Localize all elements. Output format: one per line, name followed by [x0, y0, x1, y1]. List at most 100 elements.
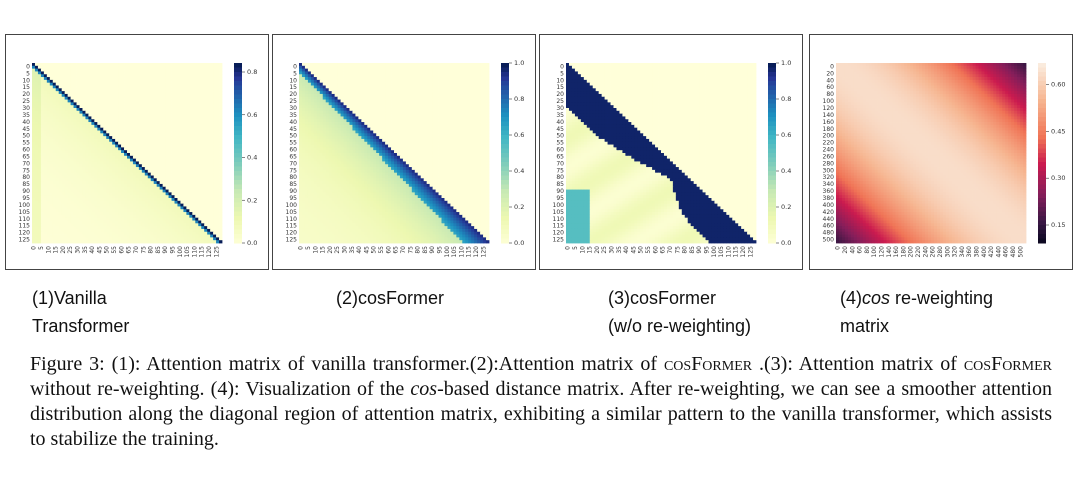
col-tick-label: 80 — [415, 246, 422, 254]
row-tick-label: 100 — [553, 202, 565, 209]
row-tick-label: 60 — [22, 147, 30, 154]
row-tick-label: 105 — [19, 209, 31, 216]
row-tick-label: 25 — [289, 98, 297, 105]
col-tick-label: 420 — [988, 246, 995, 258]
colorbar-tick-label: 0.2 — [247, 196, 257, 204]
col-tick-label: 120 — [473, 246, 480, 258]
col-tick-label: 300 — [944, 246, 951, 258]
row-tick-label: 40 — [289, 119, 297, 126]
col-tick-label: 60 — [652, 246, 659, 254]
col-tick-label: 60 — [385, 246, 392, 254]
row-tick-label: 125 — [19, 237, 31, 244]
col-tick-label: 35 — [82, 246, 89, 254]
row-tick-label: 320 — [823, 174, 835, 181]
row-tick-label: 0 — [26, 63, 30, 70]
heatmap-panel-cosformer: 0 5 10 15 20 25 30 35 40 45 50 55 60 65 70 75 80 85 90 95 10… — [272, 34, 536, 270]
row-tick-label: 0 — [560, 63, 564, 70]
col-tick-label: 125 — [213, 246, 220, 258]
col-tick-label: 65 — [126, 246, 133, 254]
col-tick-label: 95 — [170, 246, 177, 254]
row-tick-label: 5 — [560, 70, 564, 77]
col-tick-label: 15 — [587, 246, 594, 254]
row-tick-label: 260 — [823, 153, 835, 160]
heatmap-vanilla-svg: 0510152025303540455055606570758085909510… — [19, 63, 257, 258]
col-tick-label: 460 — [1003, 246, 1010, 258]
heatmap-cos-matrix-svg: 0204060801001201401601802002202402602803… — [823, 63, 1065, 258]
row-tick-label: 300 — [823, 167, 835, 174]
col-tick-label: 25 — [601, 246, 608, 254]
col-tick-label: 10 — [579, 246, 586, 254]
caption-part-3: without re-weighting. (4): Visualization… — [30, 378, 411, 400]
col-tick-label: 65 — [393, 246, 400, 254]
colorbar-tick-label: 1.0 — [781, 59, 791, 67]
col-tick-label: 75 — [674, 246, 681, 254]
row-tick-label: 85 — [556, 181, 564, 188]
col-tick-label: 380 — [974, 246, 981, 258]
subcaption-2-line1: (2)cosFormer — [336, 288, 445, 308]
row-tick-label: 60 — [826, 84, 834, 91]
row-tick-label: 125 — [286, 237, 298, 244]
subcaption-3-line2: (w/o re-weighting) — [608, 316, 752, 336]
col-tick-label: 40 — [356, 246, 363, 254]
col-tick-label: 40 — [89, 246, 96, 254]
colorbar-tick-label: 0.8 — [781, 95, 791, 103]
colorbar-tick-label: 0.0 — [514, 239, 524, 247]
row-tick-label: 55 — [22, 140, 30, 147]
row-tick-label: 45 — [289, 126, 297, 133]
subcaption-4-rest: re-weighting — [890, 288, 994, 308]
col-tick-label: 90 — [162, 246, 169, 254]
row-tick-label: 115 — [19, 223, 31, 230]
col-tick-label: 100 — [871, 246, 878, 258]
subcaption-3: (3)cosFormer (w/o re-weighting) — [608, 284, 751, 340]
col-tick-label: 105 — [451, 246, 458, 258]
row-tick-label: 95 — [556, 195, 564, 202]
subcaption-4-line1: (4)cos re-weighting — [840, 284, 993, 312]
heatmap-cells — [32, 63, 223, 244]
colorbar-tick-label: 0.4 — [514, 167, 524, 175]
colorbar — [1038, 63, 1046, 244]
row-tick-label: 115 — [553, 223, 565, 230]
row-tick-label: 105 — [553, 209, 565, 216]
row-tick-label: 40 — [556, 119, 564, 126]
col-tick-label: 0 — [565, 246, 572, 250]
col-tick-label: 180 — [900, 246, 907, 258]
colorbar-tick-label: 0.8 — [514, 95, 524, 103]
col-tick-label: 140 — [886, 246, 893, 258]
row-tick-label: 0 — [293, 63, 297, 70]
row-tick-label: 50 — [289, 133, 297, 140]
row-tick-label: 20 — [22, 91, 30, 98]
col-tick-label: 20 — [842, 246, 849, 254]
col-tick-label: 260 — [930, 246, 937, 258]
row-tick-label: 40 — [826, 77, 834, 84]
row-tick-label: 65 — [556, 153, 564, 160]
col-tick-label: 80 — [682, 246, 689, 254]
row-tick-label: 40 — [22, 119, 30, 126]
col-tick-label: 90 — [696, 246, 703, 254]
col-tick-label: 70 — [400, 246, 407, 254]
row-tick-label: 10 — [289, 77, 297, 84]
col-tick-label: 5 — [305, 246, 312, 250]
col-tick-label: 30 — [342, 246, 349, 254]
col-tick-label: 115 — [466, 246, 473, 258]
row-tick-label: 60 — [289, 147, 297, 154]
row-tick-label: 460 — [823, 223, 835, 230]
col-tick-label: 60 — [857, 246, 864, 254]
colorbar-tick-label: 0.8 — [247, 68, 257, 76]
col-tick-label: 85 — [155, 246, 162, 254]
col-tick-label: 115 — [199, 246, 206, 258]
row-tick-label: 100 — [19, 202, 31, 209]
col-tick-label: 0 — [835, 246, 842, 250]
row-tick-label: 120 — [19, 230, 31, 237]
row-tick-label: 10 — [556, 77, 564, 84]
col-tick-label: 340 — [959, 246, 966, 258]
row-tick-label: 160 — [823, 119, 835, 126]
col-tick-label: 70 — [133, 246, 140, 254]
colorbar-tick-label: 0.6 — [781, 131, 791, 139]
col-tick-label: 40 — [849, 246, 856, 254]
row-tick-label: 85 — [22, 181, 30, 188]
row-tick-label: 105 — [286, 209, 298, 216]
row-tick-label: 0 — [830, 63, 834, 70]
row-tick-label: 25 — [22, 98, 30, 105]
col-tick-label: 80 — [148, 246, 155, 254]
row-tick-label: 340 — [823, 181, 835, 188]
